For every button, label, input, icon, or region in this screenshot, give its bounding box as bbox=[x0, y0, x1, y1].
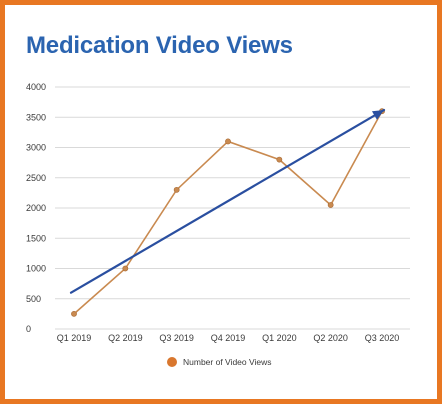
data-point bbox=[327, 202, 334, 208]
y-tick-label: 0 bbox=[26, 324, 31, 334]
data-point bbox=[122, 265, 129, 272]
x-tick-label: Q1 2020 bbox=[262, 333, 297, 343]
legend-marker bbox=[167, 357, 177, 367]
x-tick-label: Q4 2019 bbox=[211, 333, 246, 343]
y-tick-label: 1500 bbox=[26, 233, 46, 243]
y-tick-label: 4000 bbox=[26, 82, 46, 92]
y-tick-label: 1000 bbox=[26, 264, 46, 274]
y-tick-label: 500 bbox=[26, 294, 41, 304]
trend-arrow-line bbox=[69, 108, 386, 294]
x-tick-label: Q3 2020 bbox=[365, 333, 400, 343]
y-tick-label: 2000 bbox=[26, 203, 46, 213]
x-tick-label: Q1 2019 bbox=[57, 333, 92, 343]
trend-arrow-head bbox=[371, 109, 384, 120]
data-point bbox=[225, 138, 231, 145]
data-point bbox=[71, 310, 77, 317]
chart-title: Medication Video Views bbox=[26, 32, 293, 59]
x-tick-label: Q2 2020 bbox=[313, 333, 348, 343]
data-point bbox=[173, 186, 180, 193]
x-tick-label: Q2 2019 bbox=[108, 333, 143, 343]
data-point bbox=[276, 156, 283, 163]
x-tick-label: Q3 2019 bbox=[159, 333, 194, 343]
y-tick-label: 3000 bbox=[26, 143, 46, 153]
legend-label: Number of Video Views bbox=[183, 357, 272, 367]
y-tick-label: 2500 bbox=[26, 173, 46, 183]
y-tick-label: 3500 bbox=[26, 112, 46, 122]
